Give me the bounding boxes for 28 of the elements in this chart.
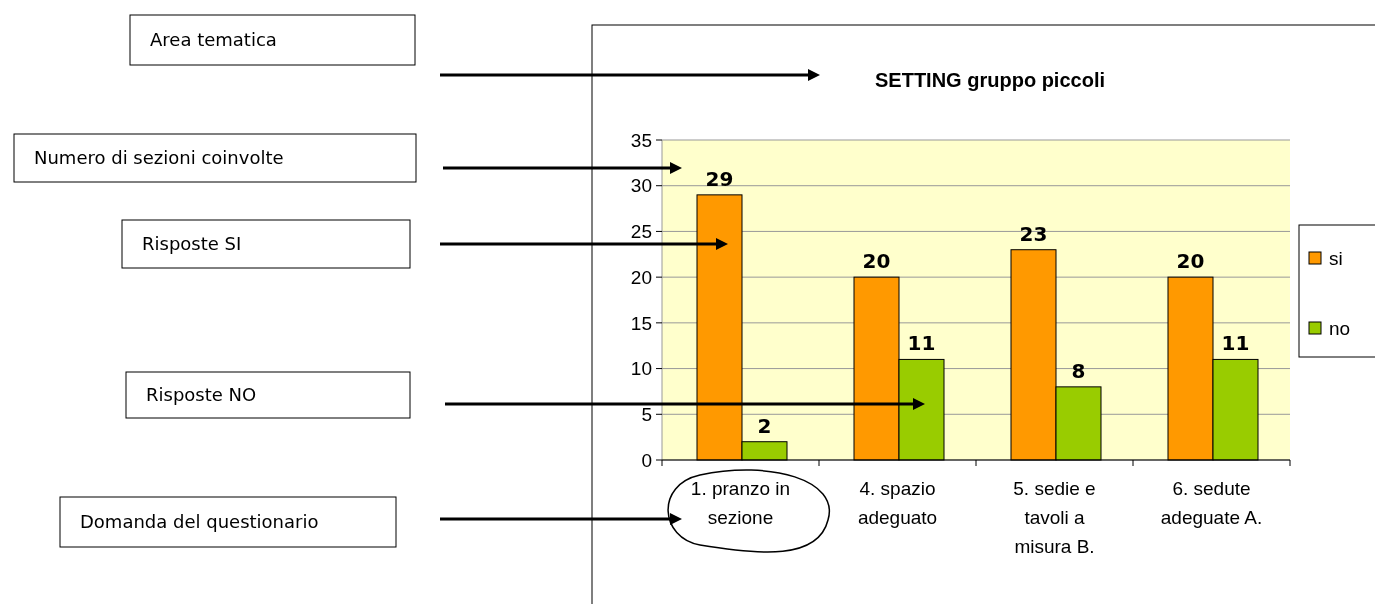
x-tick-label: 5. sedie e tavoli a misura B. [1013,478,1096,557]
y-tick-label: 0 [641,449,652,471]
data-label: 2 [757,413,772,438]
text: Area tematica [150,29,277,51]
y-tick-label: 35 [630,129,652,151]
legend-label: si [1329,247,1343,269]
x-tick-label: 6. sedute adeguate A. [1160,478,1263,528]
y-tick-label: 15 [630,312,652,334]
x-tick-label: 1. pranzo in sezione [690,478,791,528]
y-tick-label: 20 [630,266,652,288]
text: Numero di sezioni coinvolte [34,147,284,169]
text: Risposte NO [146,384,257,406]
data-label: 20 [862,249,891,274]
chart-title: SETTING gruppo piccoli [875,69,1105,91]
legend-label: no [1329,317,1351,339]
x-tick-label: 4. spazio adeguato [857,478,938,528]
data-label: 8 [1071,358,1086,383]
text: Domanda del questionario [80,511,319,533]
data-label: 20 [1176,249,1205,274]
text: Risposte SI [142,233,242,255]
y-tick-label: 5 [641,403,652,425]
data-label: 23 [1019,221,1048,246]
y-tick-label: 25 [630,221,652,243]
data-label: 11 [1221,331,1250,356]
data-label: 11 [907,331,936,356]
y-tick-label: 10 [630,358,652,380]
y-tick-label: 30 [630,175,652,197]
data-label: 29 [705,166,734,191]
